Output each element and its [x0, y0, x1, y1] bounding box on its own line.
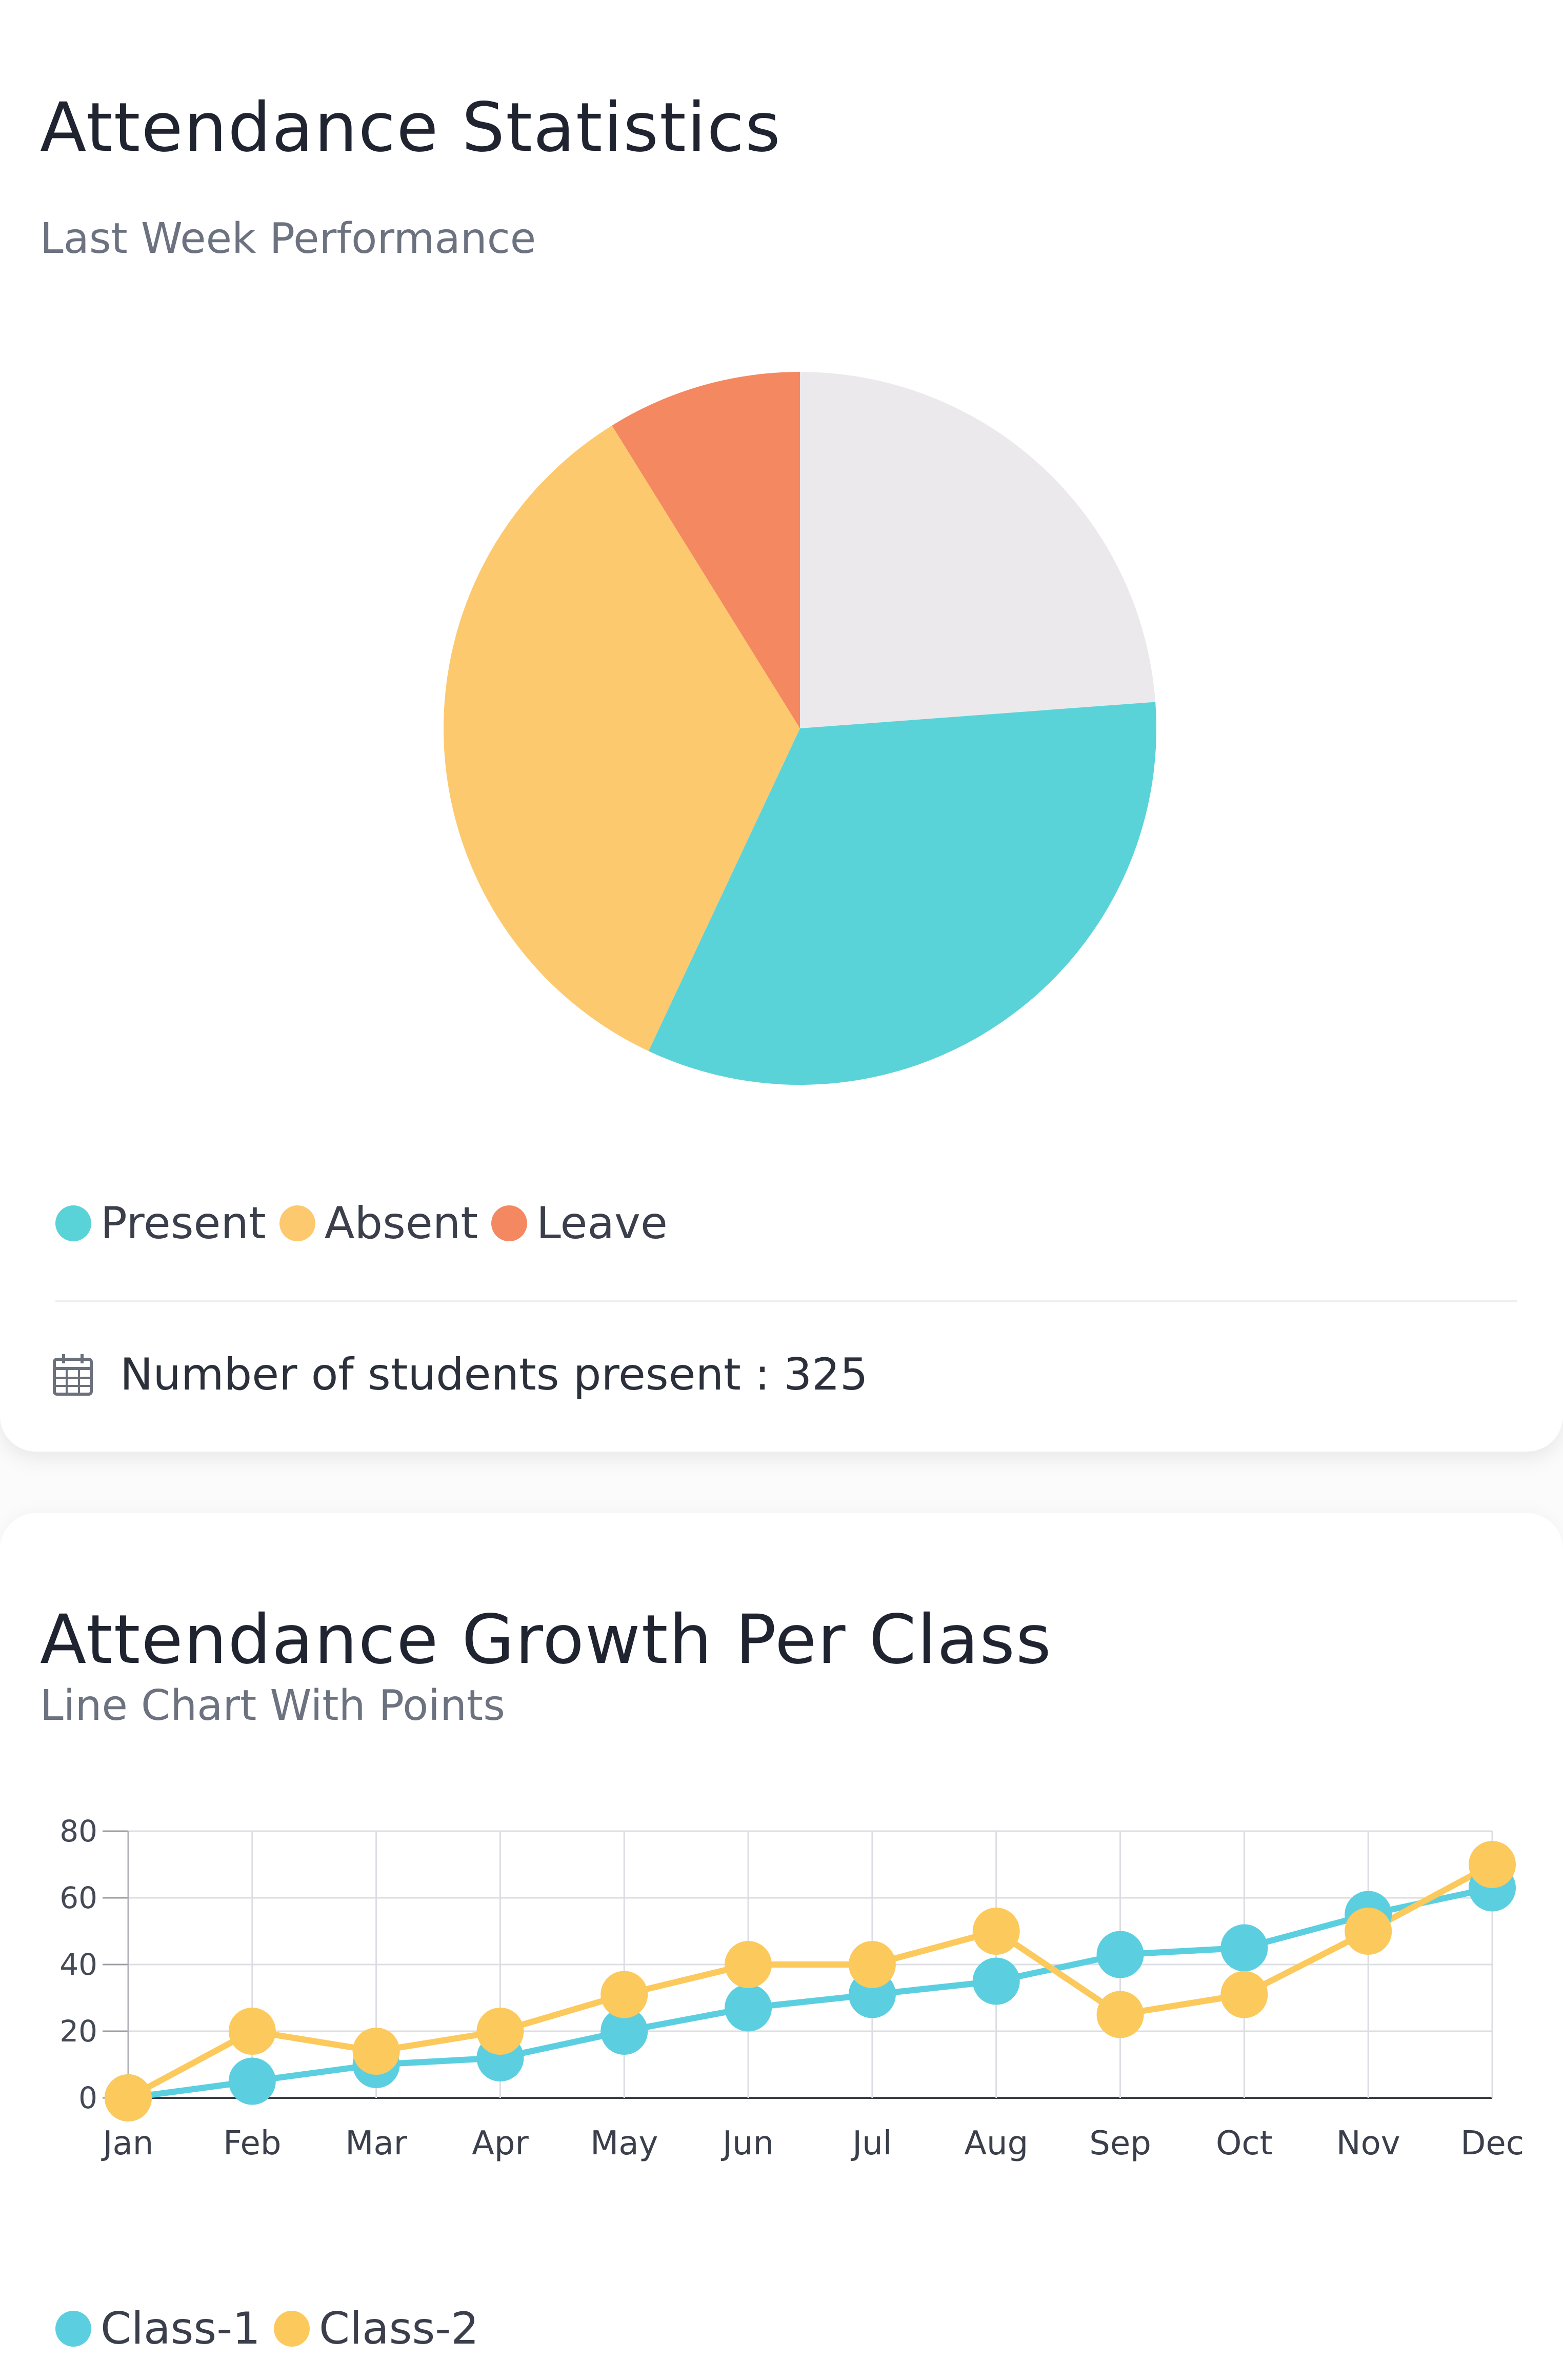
- data-point-class-2[interactable]: [476, 2008, 524, 2055]
- attendance-card: Attendance Statistics Last Week Performa…: [40, 88, 1517, 1400]
- data-point-class-1[interactable]: [228, 2057, 276, 2105]
- pie-slice-present[interactable]: [648, 702, 1156, 1085]
- pie-slice-unlabeled[interactable]: [800, 372, 1156, 728]
- x-tick-label: May: [590, 2125, 658, 2163]
- pie-slice-leave[interactable]: [612, 372, 800, 728]
- data-point-class-2[interactable]: [1345, 1908, 1392, 1955]
- y-tick-label: 0: [78, 2080, 97, 2115]
- pie-legend: Present Absent Leave: [55, 1198, 681, 1249]
- data-point-class-2[interactable]: [228, 2008, 276, 2055]
- x-tick-label: Aug: [964, 2125, 1028, 2163]
- growth-subtitle: Line Chart With Points: [40, 1681, 505, 1730]
- data-point-class-2[interactable]: [105, 2074, 152, 2121]
- data-point-class-2[interactable]: [1469, 1841, 1516, 1888]
- y-tick-label: 80: [59, 1814, 97, 1849]
- card-divider: [55, 1300, 1517, 1302]
- y-tick-label: 20: [59, 2014, 97, 2049]
- legend-label-leave: Leave: [536, 1198, 668, 1249]
- attendance-title: Attendance Statistics: [40, 88, 782, 167]
- x-tick-label: Sep: [1089, 2125, 1151, 2163]
- present-count-text: Number of students present : 325: [120, 1349, 868, 1400]
- attendance-subtitle: Last Week Performance: [40, 214, 536, 263]
- attendance-pie-chart: [444, 372, 1156, 1085]
- x-tick-label: Feb: [223, 2125, 281, 2163]
- growth-title: Attendance Growth Per Class: [40, 1600, 1052, 1679]
- data-point-class-1[interactable]: [725, 1984, 772, 2032]
- x-tick-label: Apr: [472, 2125, 529, 2163]
- data-point-class-2[interactable]: [1096, 1991, 1144, 2038]
- x-tick-label: Nov: [1336, 2125, 1400, 2163]
- legend-label-class-2: Class-2: [319, 2303, 479, 2354]
- present-count-footer: Number of students present : 325: [51, 1349, 868, 1400]
- y-tick-label: 60: [59, 1880, 97, 1915]
- data-point-class-2[interactable]: [600, 1971, 648, 2018]
- x-tick-label: Jan: [101, 2125, 154, 2163]
- legend-item-present[interactable]: Present: [55, 1198, 266, 1249]
- series-line-class-1: [125, 1885, 1495, 2101]
- line-legend: Class-1 Class-2: [55, 2303, 492, 2354]
- data-point-class-2[interactable]: [1220, 1971, 1268, 2018]
- data-point-class-1[interactable]: [972, 1957, 1020, 2005]
- data-point-class-2[interactable]: [352, 2028, 400, 2075]
- leave-swatch: [491, 1205, 528, 1241]
- x-tick-label: Jul: [850, 2125, 892, 2163]
- absent-swatch: [279, 1205, 315, 1241]
- x-tick-label: Jun: [720, 2125, 774, 2163]
- class-2-swatch: [274, 2311, 310, 2347]
- legend-item-class-1[interactable]: Class-1: [55, 2303, 260, 2354]
- class-1-swatch: [55, 2311, 91, 2347]
- pie-slice-absent[interactable]: [444, 425, 800, 1052]
- x-tick-label: Dec: [1460, 2125, 1524, 2163]
- present-swatch: [55, 1205, 91, 1241]
- calendar-icon: [53, 1354, 93, 1396]
- y-tick-label: 40: [59, 1947, 97, 1982]
- attendance-line-chart: 0 20 40 60 80 Jan Feb Mar Apr May Jun Jul Aug Sep Oct N…: [59, 1814, 1524, 2163]
- legend-label-present: Present: [101, 1198, 266, 1249]
- legend-item-leave[interactable]: Leave: [491, 1198, 668, 1249]
- data-point-class-1[interactable]: [1096, 1931, 1144, 1978]
- legend-item-absent[interactable]: Absent: [279, 1198, 478, 1249]
- data-point-class-1[interactable]: [600, 2008, 648, 2055]
- x-tick-label: Mar: [345, 2125, 407, 2163]
- data-point-class-2[interactable]: [972, 1908, 1020, 1955]
- data-point-class-1[interactable]: [1220, 1924, 1268, 1972]
- data-point-class-2[interactable]: [848, 1941, 896, 1988]
- legend-label-absent: Absent: [324, 1198, 478, 1249]
- data-point-class-2[interactable]: [725, 1941, 772, 1988]
- legend-item-class-2[interactable]: Class-2: [274, 2303, 479, 2354]
- series-line-class-2: [125, 1861, 1495, 2101]
- legend-label-class-1: Class-1: [101, 2303, 261, 2354]
- x-tick-label: Oct: [1216, 2125, 1273, 2163]
- growth-card: Attendance Growth Per Class Line Chart W…: [0, 1513, 1563, 2380]
